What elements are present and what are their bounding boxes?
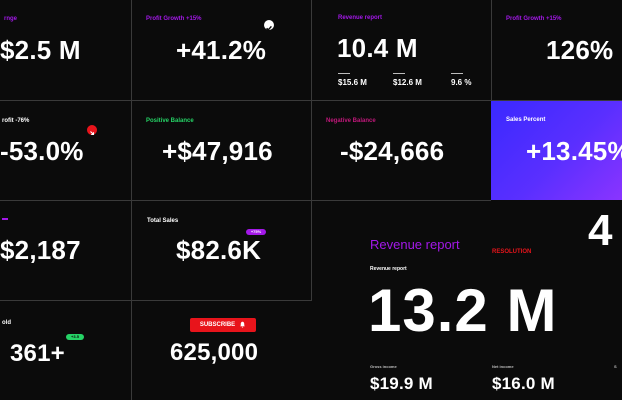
cell-label: Revenue report [338,15,383,21]
metric-value: 10.4 M [337,33,418,63]
grid-line [491,0,492,101]
cell-label: Total Sales [147,218,179,224]
stat-value: $12.6 M [393,78,422,87]
cell-label: Profit Growth +15% [506,16,562,22]
resolution-tag: RESOLUTION [492,249,532,255]
stat-value: $16.0 M [492,374,555,393]
cell-label: Profit Growth +15% [146,16,202,22]
growth-badge: +75% [246,229,266,235]
grid-line [0,300,312,301]
metric-value: +$47,916 [162,136,273,166]
stat-value: 9.6 % [451,78,472,87]
metric-value: -$24,666 [340,136,445,166]
check-icon [264,20,274,31]
metric-value: +13.45% [526,136,622,166]
stat-dash [338,73,350,74]
revenue-value: 13.2 M [368,277,558,344]
metric-value: $2,187 [0,235,81,265]
cell-label: rofit -76% [2,118,30,124]
cell-label: old [2,320,11,326]
stat-value: $15.6 M [338,78,367,87]
grid-line [0,200,491,201]
subscribe-button[interactable]: SUBSCRIBE [190,318,256,332]
revenue-sublabel: Revenue report [370,266,407,272]
metric-value: 361+ [10,340,65,367]
stat-label: S [614,364,617,369]
stat-dash [451,73,463,74]
metric-value: -53.0% [0,136,84,166]
trend-down-icon [87,125,97,136]
grid-line [0,100,622,101]
stat-dash [393,73,405,74]
subscribe-label: SUBSCRIBE [199,322,236,328]
bell-icon [239,321,246,330]
cell-label: Sales Percent [506,117,546,123]
metric-value: 126% [546,35,614,65]
metric-value: $82.6K [176,235,262,265]
metric-value: 625,000 [170,339,259,366]
stat-label: Net income [492,364,514,369]
sales-percent-panel [491,101,622,200]
stat-value: $19.9 M [370,374,433,393]
cell-label: Negative Balance [326,118,376,124]
growth-badge: +3.5 [66,334,84,340]
cell-label-fragment [2,218,8,220]
partial-digit: 4 [588,206,613,255]
cell-label: rnge [4,16,18,22]
stat-label: Gross income [370,364,397,369]
grid-line [311,0,312,300]
metric-value: +41.2% [176,35,267,65]
revenue-title: Revenue report [370,237,460,252]
metric-value: $2.5 M [0,35,81,65]
cell-label: Positive Balance [146,118,194,124]
